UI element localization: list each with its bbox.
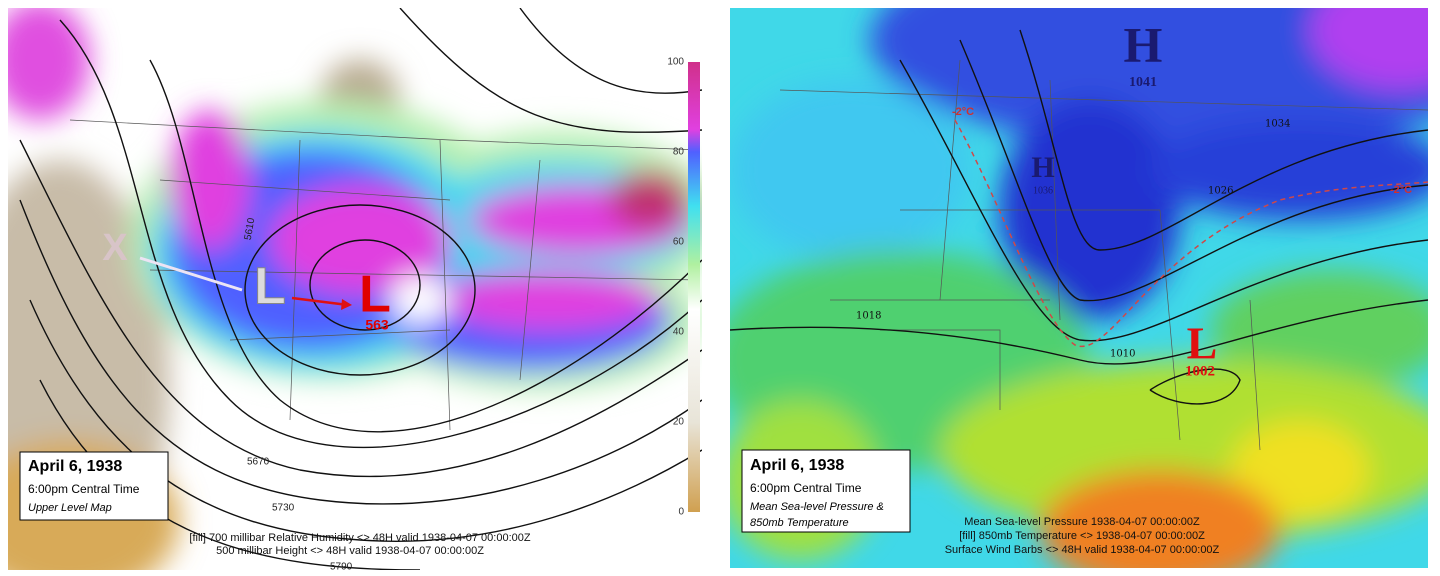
low-symbol: L bbox=[1187, 318, 1218, 369]
info-caption: Upper Level Map bbox=[28, 502, 112, 514]
colorbar-label: 100 bbox=[667, 57, 684, 68]
warm-area bbox=[1230, 420, 1370, 520]
borders bbox=[779, 59, 1428, 451]
surface-map: 1034 1026 1018 1010 -2°C -2°C H 1041 H 1… bbox=[730, 8, 1428, 568]
borders bbox=[69, 119, 701, 431]
hot-area bbox=[1040, 470, 1280, 568]
previous-low-marker: L bbox=[254, 258, 286, 316]
moist-area bbox=[170, 110, 250, 250]
temperature-fill bbox=[730, 8, 1428, 568]
isobar-label: 1010 bbox=[1110, 349, 1135, 360]
colorbar-label: 80 bbox=[673, 147, 685, 158]
high-pressure: 1036 bbox=[1033, 185, 1053, 196]
low-marker: L bbox=[359, 266, 391, 324]
contour bbox=[29, 299, 702, 542]
footer-line: 500 millibar Height <> 48H valid 1938-04… bbox=[216, 545, 484, 557]
freezing-line bbox=[954, 119, 1428, 348]
origin-marker: X bbox=[102, 227, 128, 269]
isobars bbox=[730, 29, 1428, 405]
border-line bbox=[69, 119, 701, 431]
colorbar bbox=[688, 62, 700, 512]
high-symbol: H bbox=[1124, 16, 1163, 72]
info-caption: 850mb Temperature bbox=[750, 517, 849, 529]
moist-area bbox=[8, 8, 90, 120]
info-date: April 6, 1938 bbox=[28, 458, 122, 475]
track-arrow bbox=[139, 256, 243, 292]
isobar-labels: 1034 1026 1018 1010 bbox=[856, 119, 1290, 360]
info-box bbox=[741, 449, 911, 533]
footer-line: Surface Wind Barbs <> 48H valid 1938-04-… bbox=[945, 544, 1220, 556]
height-contours bbox=[19, 8, 702, 570]
temperature-label: -2°C bbox=[952, 106, 974, 118]
mild-area bbox=[1210, 270, 1428, 390]
footer-line: Mean Sea-level Pressure 1938-04-07 00:00… bbox=[964, 516, 1200, 528]
colorbar-label: 0 bbox=[678, 507, 684, 518]
moist-area bbox=[440, 270, 660, 330]
isobar bbox=[1019, 29, 1428, 251]
contour bbox=[149, 59, 702, 433]
isobar-label: 1026 bbox=[1208, 186, 1233, 197]
contour bbox=[519, 8, 702, 94]
isobar bbox=[959, 39, 1428, 302]
info-time: 6:00pm Central Time bbox=[750, 481, 862, 495]
contour bbox=[399, 8, 702, 133]
track-arrow bbox=[291, 296, 349, 307]
colorbar-labels: 100 80 60 40 20 0 bbox=[667, 57, 684, 518]
colorbar-label: 20 bbox=[673, 417, 685, 428]
isobar-label: 1018 bbox=[856, 311, 881, 322]
contour bbox=[39, 379, 421, 570]
contour-label: 5610 bbox=[243, 217, 258, 241]
contour bbox=[244, 204, 476, 376]
isobar bbox=[1149, 368, 1241, 405]
temperature-label: -2°C bbox=[1390, 184, 1412, 196]
isobar bbox=[899, 59, 1428, 342]
colorbar-label: 60 bbox=[673, 237, 685, 248]
low-pressure: 1002 bbox=[1185, 363, 1215, 379]
contour bbox=[309, 239, 421, 331]
low-height: 563 bbox=[365, 317, 389, 333]
footer-line: [fill] 850mb Temperature <> 1938-04-07 0… bbox=[959, 530, 1205, 542]
colorbar-label: 40 bbox=[673, 327, 685, 338]
info-box bbox=[19, 451, 169, 521]
cool-area bbox=[730, 80, 970, 260]
contour-labels: 5610 5670 5730 5790 bbox=[243, 217, 353, 573]
moist-area bbox=[610, 170, 690, 230]
info-date: April 6, 1938 bbox=[750, 457, 844, 474]
high-symbol: H bbox=[1031, 151, 1054, 184]
isobar-label: 1034 bbox=[1265, 119, 1290, 130]
cold-area bbox=[870, 8, 1428, 150]
cold-area bbox=[1150, 120, 1428, 220]
upper-level-map: 5610 5670 5730 5790 X L L 563 100 80 60 40 2… bbox=[8, 8, 702, 573]
footer-line: [fill] 700 millibar Relative Humidity <>… bbox=[189, 532, 530, 544]
contour-label: 5670 bbox=[247, 457, 270, 468]
contour bbox=[59, 19, 702, 449]
border-line bbox=[779, 59, 1428, 451]
dry-slot bbox=[390, 275, 450, 325]
high-pressure: 1041 bbox=[1129, 75, 1157, 90]
cold-area bbox=[1310, 8, 1428, 90]
isobar bbox=[730, 299, 1428, 365]
info-time: 6:00pm Central Time bbox=[28, 482, 140, 496]
contour-label: 5790 bbox=[330, 562, 353, 573]
info-caption: Mean Sea-level Pressure & bbox=[750, 501, 884, 513]
contour bbox=[19, 199, 702, 505]
contour bbox=[19, 139, 702, 478]
contour-label: 5730 bbox=[272, 503, 295, 514]
arrow-head bbox=[341, 299, 352, 310]
